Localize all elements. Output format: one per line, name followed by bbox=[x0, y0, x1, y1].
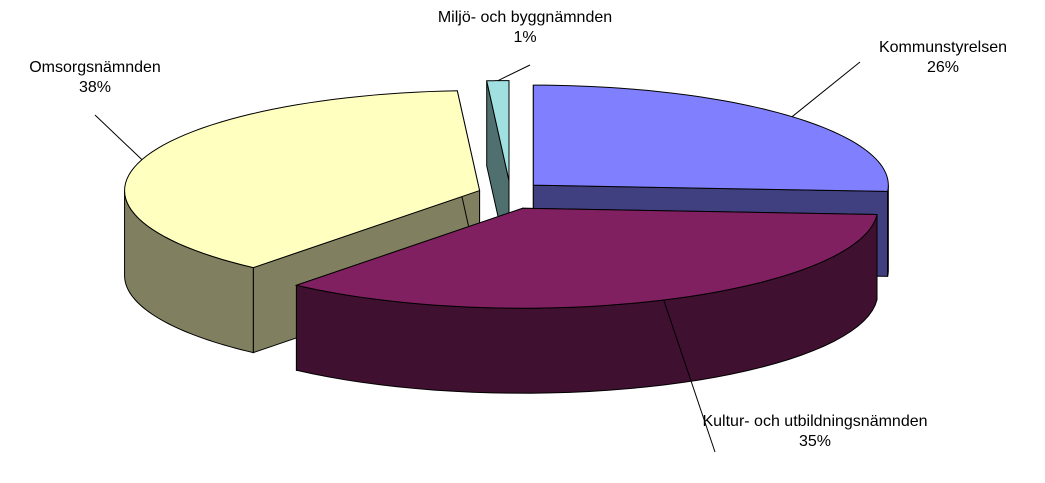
leader-line bbox=[497, 64, 531, 82]
leader-line bbox=[791, 61, 861, 118]
data-label: Kultur- och utbildningsnämnden 35% bbox=[700, 412, 930, 452]
data-label: Miljö- och byggnämnden 1% bbox=[395, 8, 655, 48]
value-label: 38% bbox=[78, 79, 112, 96]
data-label: Kommunstyrelsen 26% bbox=[868, 38, 1018, 78]
slice-outer-wall bbox=[887, 185, 889, 277]
category-label: Omsorgsnämnden bbox=[29, 59, 161, 76]
category-label: Kommunstyrelsen bbox=[878, 39, 1008, 56]
leader-line bbox=[663, 299, 716, 453]
slice bbox=[532, 84, 889, 192]
slice bbox=[294, 207, 878, 309]
value-label: 35% bbox=[798, 433, 832, 450]
leader-line bbox=[94, 114, 143, 161]
slice bbox=[486, 80, 510, 181]
value-label: 1% bbox=[513, 29, 537, 46]
category-label: Miljö- och byggnämnden bbox=[437, 9, 613, 26]
slice bbox=[294, 207, 878, 394]
category-label: Kultur- och utbildningsnämnden bbox=[702, 413, 928, 430]
data-label: Omsorgsnämnden 38% bbox=[5, 58, 185, 98]
value-label: 26% bbox=[926, 59, 960, 76]
